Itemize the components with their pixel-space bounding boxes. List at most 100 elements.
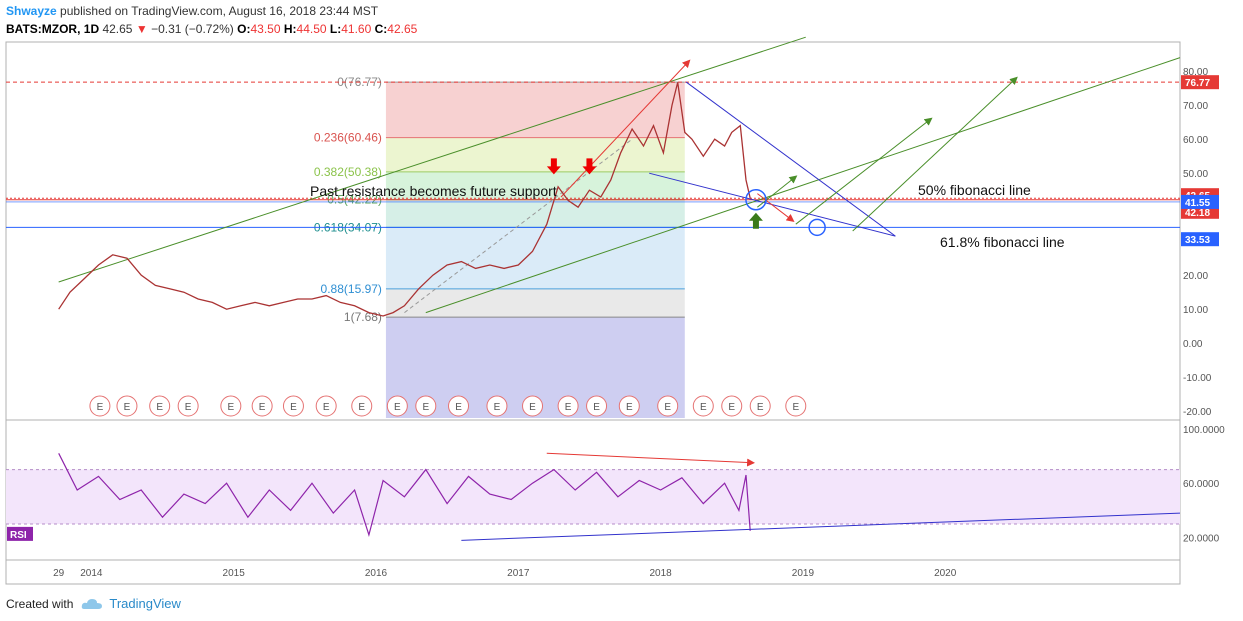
price-tick-label: 60.00 <box>1183 135 1208 146</box>
earnings-marker[interactable]: E <box>657 395 679 417</box>
earnings-marker[interactable]: E <box>749 395 771 417</box>
price-tick-label: 70.00 <box>1183 101 1208 112</box>
earnings-label: E <box>664 402 671 413</box>
fib-level-label: 0.382(50.38) <box>314 165 382 179</box>
annotations[interactable]: Past resistance becomes future support 50… <box>310 158 1065 250</box>
earnings-circle <box>586 395 608 417</box>
earnings-marker[interactable]: E <box>557 395 579 417</box>
price-tag-value: 41.55 <box>1185 198 1210 209</box>
earnings-circle <box>315 395 337 417</box>
symbol-name[interactable]: BATS:MZOR, 1D <box>6 22 100 36</box>
time-axis-frame <box>5 559 1181 585</box>
earnings-circle <box>386 395 408 417</box>
earnings-marker[interactable]: E <box>116 395 138 417</box>
red-down-arrow-icon <box>582 158 597 175</box>
fib-level-label: 0.236(60.46) <box>314 131 382 145</box>
earnings-marker[interactable]: E <box>692 395 714 417</box>
red-down-arrow <box>757 193 795 223</box>
fibonacci-retracement[interactable]: 0(76.77)0.236(60.46)0.382(50.38)0.5(42.2… <box>314 75 685 418</box>
price-tag-box <box>1181 232 1219 247</box>
earnings-circle <box>177 395 199 417</box>
earnings-marker[interactable]: E <box>177 395 199 417</box>
earnings-label: E <box>97 402 104 413</box>
grid-lines <box>6 81 1180 228</box>
earnings-circle <box>220 395 242 417</box>
earnings-circle <box>692 395 714 417</box>
price-tick-label: -10.00 <box>1183 373 1212 384</box>
fib-zone <box>385 171 685 200</box>
fib618-annotation: 61.8% fibonacci line <box>940 234 1065 250</box>
earnings-label: E <box>156 402 163 413</box>
fib-level-label: 1(7.68) <box>344 310 382 324</box>
earnings-marker[interactable]: E <box>721 395 743 417</box>
green-arrow-2 <box>795 117 933 225</box>
earnings-circle <box>448 395 470 417</box>
price-tag-value: 76.77 <box>1185 78 1210 89</box>
earnings-marker[interactable]: E <box>282 395 304 417</box>
green-up-arrow-icon <box>748 212 763 229</box>
earnings-marker[interactable]: E <box>149 395 171 417</box>
earnings-marker[interactable]: E <box>785 395 807 417</box>
price-tag-value: 33.53 <box>1185 235 1210 246</box>
tradingview-logo[interactable]: TradingView <box>81 596 181 611</box>
support-annotation: Past resistance becomes future support <box>310 183 557 199</box>
earnings-marker[interactable]: E <box>351 395 373 417</box>
upper-channel-line <box>58 36 806 283</box>
earnings-label: E <box>124 402 131 413</box>
fib-zone <box>385 137 685 172</box>
price-tick-label: 20.00 <box>1183 271 1208 282</box>
earnings-marker[interactable]: E <box>89 395 111 417</box>
close-value: 42.65 <box>387 22 418 36</box>
earnings-label: E <box>259 402 266 413</box>
earnings-circle <box>721 395 743 417</box>
earnings-marker[interactable]: E <box>386 395 408 417</box>
earnings-marker[interactable]: E <box>486 395 508 417</box>
earnings-label: E <box>323 402 330 413</box>
earnings-circle <box>522 395 544 417</box>
earnings-label: E <box>728 402 735 413</box>
earnings-circle <box>557 395 579 417</box>
rsi-divergence-arrow <box>546 452 756 467</box>
earnings-marker[interactable]: E <box>251 395 273 417</box>
down-triangle-icon: ▼ <box>135 22 148 36</box>
earnings-marker[interactable]: E <box>448 395 470 417</box>
price-tag: 33.53 <box>1181 232 1219 247</box>
red-down-arrow-icon <box>546 158 561 175</box>
fib-zone <box>385 227 685 289</box>
fib-zone <box>385 288 685 318</box>
earnings-circle <box>618 395 640 417</box>
earnings-circle <box>486 395 508 417</box>
created-with-text: Created with <box>6 596 74 611</box>
earnings-circle <box>282 395 304 417</box>
price-tick-label: 80.00 <box>1183 67 1208 78</box>
low-value: 41.60 <box>341 22 372 36</box>
earnings-marker[interactable]: E <box>586 395 608 417</box>
open-value: 43.50 <box>250 22 281 36</box>
earnings-circle <box>89 395 111 417</box>
low-label: L: <box>329 22 342 36</box>
earnings-label: E <box>455 402 462 413</box>
fib-level-label: 0.88(15.97) <box>321 282 382 296</box>
earnings-marker[interactable]: E <box>220 395 242 417</box>
earnings-label: E <box>290 402 297 413</box>
author-link[interactable]: Shwayze <box>6 4 57 18</box>
earnings-marker[interactable]: E <box>415 395 437 417</box>
earnings-label: E <box>529 402 536 413</box>
green-arrow-1 <box>757 175 798 208</box>
rsi-label: RSI <box>10 530 27 541</box>
trend-lines[interactable] <box>58 36 1181 314</box>
earnings-label: E <box>185 402 192 413</box>
earnings-marker[interactable]: E <box>522 395 544 417</box>
price-tag-box <box>1181 194 1219 209</box>
time-tick-label: 2019 <box>792 568 815 579</box>
earnings-circle <box>415 395 437 417</box>
price-tick-label: -20.00 <box>1183 407 1212 418</box>
price-tag-value: 42.18 <box>1185 208 1210 219</box>
earnings-marker[interactable]: E <box>315 395 337 417</box>
lower-channel-line <box>425 57 1181 314</box>
earnings-marker[interactable]: E <box>618 395 640 417</box>
earnings-label: E <box>700 402 707 413</box>
